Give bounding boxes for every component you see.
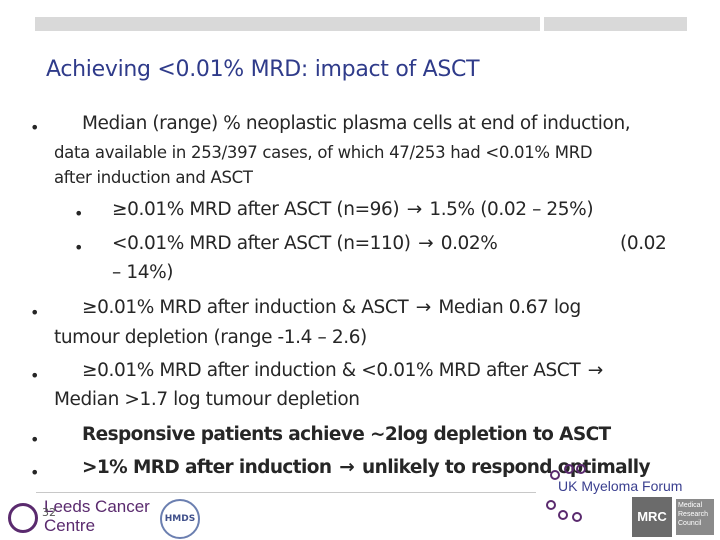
logo-dot-icon bbox=[550, 470, 560, 480]
hmds-logo: HMDS bbox=[160, 499, 200, 539]
page-number: 32 bbox=[42, 506, 56, 519]
bullet-5-label: >1% MRD after induction bbox=[82, 457, 332, 478]
sub-bullet-2-value: 0.02% bbox=[440, 233, 498, 254]
leeds-logo-mark-icon bbox=[8, 503, 38, 533]
bullet-3-label: ≥0.01% MRD after induction & <0.01% MRD … bbox=[82, 360, 581, 381]
mrc-logo-mark: MRC bbox=[632, 497, 672, 537]
mrc-logo: MRC Medical Research Council bbox=[632, 497, 714, 537]
bullet-2-value: Median 0.67 log bbox=[438, 297, 581, 318]
bullet-2-line-2: tumour depletion (range -1.4 – 2.6) bbox=[54, 327, 367, 348]
bullet-marker: • bbox=[30, 463, 40, 482]
bullet-1-line-2: data available in 253/397 cases, of whic… bbox=[54, 143, 593, 162]
title-bar-decoration-right bbox=[544, 17, 687, 31]
bullet-2-line-1: ≥0.01% MRD after induction & ASCT → Medi… bbox=[82, 297, 581, 318]
sub-bullet-1-label: ≥0.01% MRD after ASCT (n=96) bbox=[112, 199, 400, 220]
title-bar-decoration bbox=[35, 17, 540, 31]
bullet-4: Responsive patients achieve ~2log deplet… bbox=[82, 424, 611, 445]
bullet-2-label: ≥0.01% MRD after induction & ASCT bbox=[82, 297, 409, 318]
sub-bullet-2-range-end: – 14%) bbox=[112, 262, 174, 283]
logo-dot-icon bbox=[546, 500, 556, 510]
logo-dot-icon bbox=[576, 464, 586, 474]
slide-title: Achieving <0.01% MRD: impact of ASCT bbox=[46, 57, 480, 82]
logo-dot-icon bbox=[572, 512, 582, 522]
bullet-1-line-3: after induction and ASCT bbox=[54, 168, 253, 187]
bullet-3-line-2: Median >1.7 log tumour depletion bbox=[54, 389, 360, 410]
sub-bullet-marker: • bbox=[74, 238, 84, 257]
ukmf-logo-text: UK Myeloma Forum bbox=[558, 478, 683, 494]
sub-bullet-2: <0.01% MRD after ASCT (n=110) → 0.02% bbox=[112, 233, 498, 254]
bullet-marker: • bbox=[30, 118, 40, 137]
mrc-logo-subtitle: Medical Research Council bbox=[676, 499, 714, 535]
leeds-logo-line-1: Leeds Cancer bbox=[44, 497, 150, 516]
sub-bullet-1: ≥0.01% MRD after ASCT (n=96) → 1.5% (0.0… bbox=[112, 199, 594, 220]
bullet-marker: • bbox=[30, 303, 40, 322]
leeds-logo-text: Leeds Cancer Centre bbox=[44, 497, 150, 535]
arrow-icon: → bbox=[415, 297, 432, 318]
bullet-marker: • bbox=[30, 430, 40, 449]
sub-bullet-1-value: 1.5% (0.02 – 25%) bbox=[429, 199, 594, 220]
logo-dot-icon bbox=[558, 510, 568, 520]
arrow-icon: → bbox=[339, 457, 355, 478]
arrow-icon: → bbox=[406, 199, 423, 220]
sub-bullet-2-range-start: (0.02 bbox=[620, 233, 667, 254]
arrow-icon: → bbox=[587, 360, 604, 381]
leeds-cancer-centre-logo: Leeds Cancer Centre bbox=[4, 497, 154, 537]
sub-bullet-2-label: <0.01% MRD after ASCT (n=110) bbox=[112, 233, 411, 254]
footer-divider bbox=[36, 492, 536, 493]
bullet-1-line-1: Median (range) % neoplastic plasma cells… bbox=[82, 113, 631, 134]
logo-dot-icon bbox=[564, 464, 574, 474]
sub-bullet-marker: • bbox=[74, 204, 84, 223]
bullet-marker: • bbox=[30, 366, 40, 385]
uk-myeloma-forum-logo: UK Myeloma Forum bbox=[546, 464, 696, 524]
arrow-icon: → bbox=[418, 233, 434, 254]
leeds-logo-line-2: Centre bbox=[44, 516, 96, 535]
bullet-3-line-1: ≥0.01% MRD after induction & <0.01% MRD … bbox=[82, 360, 605, 381]
